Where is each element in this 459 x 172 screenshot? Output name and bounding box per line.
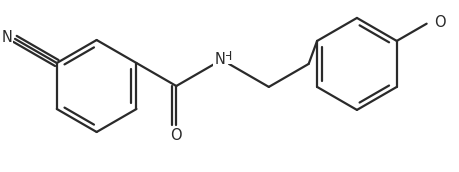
Text: H: H	[223, 50, 232, 63]
Text: N: N	[1, 30, 12, 45]
Text: O: O	[433, 15, 444, 30]
Text: O: O	[170, 128, 182, 143]
Text: N: N	[214, 52, 225, 67]
